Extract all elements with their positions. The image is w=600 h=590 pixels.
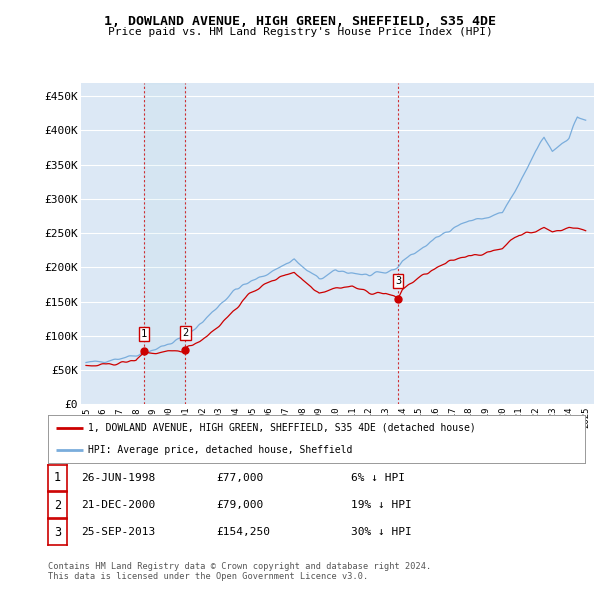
Text: 3: 3 [54,526,61,539]
Text: 1: 1 [141,329,147,339]
Text: 26-JUN-1998: 26-JUN-1998 [81,473,155,483]
Text: Contains HM Land Registry data © Crown copyright and database right 2024.
This d: Contains HM Land Registry data © Crown c… [48,562,431,581]
Text: 30% ↓ HPI: 30% ↓ HPI [351,527,412,537]
Text: 25-SEP-2013: 25-SEP-2013 [81,527,155,537]
Text: 2: 2 [182,328,188,338]
Text: 1, DOWLAND AVENUE, HIGH GREEN, SHEFFIELD, S35 4DE (detached house): 1, DOWLAND AVENUE, HIGH GREEN, SHEFFIELD… [88,423,476,433]
Text: 1, DOWLAND AVENUE, HIGH GREEN, SHEFFIELD, S35 4DE: 1, DOWLAND AVENUE, HIGH GREEN, SHEFFIELD… [104,15,496,28]
Text: 6% ↓ HPI: 6% ↓ HPI [351,473,405,483]
Text: 19% ↓ HPI: 19% ↓ HPI [351,500,412,510]
Text: 1: 1 [54,471,61,484]
Text: £154,250: £154,250 [216,527,270,537]
Bar [144,83,185,404]
Text: Price paid vs. HM Land Registry's House Price Index (HPI): Price paid vs. HM Land Registry's House … [107,27,493,37]
Text: £77,000: £77,000 [216,473,263,483]
Text: £79,000: £79,000 [216,500,263,510]
Text: 2: 2 [54,499,61,512]
Text: 3: 3 [395,276,401,286]
Text: 21-DEC-2000: 21-DEC-2000 [81,500,155,510]
Text: HPI: Average price, detached house, Sheffield: HPI: Average price, detached house, Shef… [88,445,353,455]
